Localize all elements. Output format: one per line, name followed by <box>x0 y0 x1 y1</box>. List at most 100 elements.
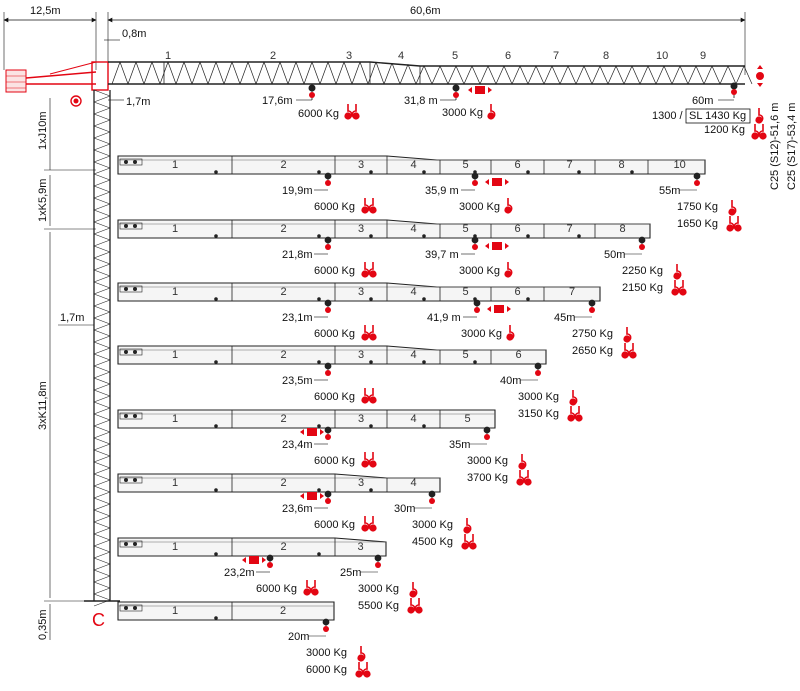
jib-segment-1: 1 <box>172 159 178 171</box>
double-hook-icon <box>751 124 767 140</box>
p1-radius: 23,5m <box>282 375 313 387</box>
jib-pivot-head <box>119 476 143 484</box>
tip-radius: 55m <box>659 185 680 197</box>
jib-segment-5: 5 <box>465 413 471 425</box>
jib-segment-6: 6 <box>515 286 521 298</box>
tip-radius: 35m <box>449 439 470 451</box>
jib-segment-3: 3 <box>358 413 364 425</box>
trolley-marker <box>324 362 332 370</box>
top-jib-segment-2: 2 <box>270 50 276 62</box>
tip-radius: 50m <box>604 249 625 261</box>
trolley-marker <box>638 236 646 244</box>
jib-segment-2: 2 <box>281 223 287 235</box>
jib-segment-10: 10 <box>674 159 686 171</box>
trolley-marker <box>324 172 332 180</box>
top-jib-segment-6: 6 <box>505 50 511 62</box>
jib-segment-1: 1 <box>172 223 178 235</box>
jib-body <box>117 345 547 365</box>
tip-load-double: 5500 Kg <box>358 600 399 612</box>
trolley-indicator-icon <box>468 86 492 94</box>
hook-marker <box>639 244 645 250</box>
double-hook-icon <box>361 198 377 214</box>
jib-segment-4: 4 <box>411 413 417 425</box>
jib-segment-5: 5 <box>463 223 469 235</box>
jib-segment-2: 2 <box>281 413 287 425</box>
counter-jib-length: 12,5m <box>30 5 61 17</box>
mast-dim-sections: 3xK11,8m <box>37 381 49 430</box>
trolley-marker <box>266 554 274 562</box>
hook-marker <box>267 562 273 568</box>
double-hook-icon <box>344 104 360 120</box>
single-hook-icon <box>755 108 764 124</box>
jib-segment-1: 1 <box>172 605 178 617</box>
tip-load-single: 3000 Kg <box>518 391 559 403</box>
p1-load: 6000 Kg <box>314 328 355 340</box>
jib-pivot-head <box>119 158 143 166</box>
hook-marker <box>325 244 331 250</box>
tip-radius: 40m <box>500 375 521 387</box>
top-jib-tip-load-b: SL 1430 Kg <box>689 110 746 122</box>
single-hook-icon <box>409 582 418 598</box>
single-hook-icon <box>487 104 496 120</box>
jib-segment-4: 4 <box>411 349 417 361</box>
mast-offset-label: 0,8m <box>122 28 146 40</box>
mast-dimensions: 1xJ10m 1xK5,9m 1,7m 3xK11,8m 0,35m C <box>37 98 105 640</box>
jib-segment-6: 6 <box>516 349 522 361</box>
double-hook-icon <box>407 598 423 614</box>
p2-radius: 41,9 m <box>427 312 461 324</box>
mast-dim-top: 1xJ10m <box>37 111 49 150</box>
jib-pivot-head <box>119 412 143 420</box>
jib-segment-2: 2 <box>281 477 287 489</box>
jib-segment-3: 3 <box>358 159 364 171</box>
jib-segment-5: 5 <box>463 349 469 361</box>
tip-load-double: 2150 Kg <box>622 282 663 294</box>
jib-segment-3: 3 <box>358 477 364 489</box>
jib-segment-4: 4 <box>411 286 417 298</box>
double-hook-icon <box>361 452 377 468</box>
top-jib-segment-3: 3 <box>346 50 352 62</box>
jib-segment-1: 1 <box>172 413 178 425</box>
mast-dim-k59: 1xK5,9m <box>37 179 49 222</box>
p1-load: 6000 Kg <box>314 201 355 213</box>
p1-load: 6000 Kg <box>314 455 355 467</box>
jib-segment-2: 2 <box>281 286 287 298</box>
trolley-marker <box>324 426 332 434</box>
mast-dim-base: 0,35m <box>37 609 49 640</box>
top-jib-p1-radius: 17,6m <box>262 95 293 107</box>
single-hook-icon <box>357 646 366 662</box>
hook-marker <box>325 498 331 504</box>
p1-load: 6000 Kg <box>314 265 355 277</box>
top-jib-tip-load-c: 1200 Kg <box>704 124 745 136</box>
double-hook-icon <box>361 388 377 404</box>
trolley-indicator-icon <box>487 305 511 313</box>
mast-dim-width: 1,7m <box>60 312 84 324</box>
jib-segment-1: 1 <box>172 349 178 361</box>
double-hook-icon <box>361 516 377 532</box>
double-hook-icon <box>726 216 742 232</box>
top-jib-loads: 17,6m 6000 Kg 31,8 m 3000 Kg 60m 1300 / <box>262 65 767 140</box>
tip-indicator-icon <box>756 65 764 87</box>
jib-segment-2: 2 <box>281 159 287 171</box>
tip-load-double: 3700 Kg <box>467 472 508 484</box>
trolley-marker <box>471 236 479 244</box>
jib-segment-6: 6 <box>515 159 521 171</box>
p1-load: 6000 Kg <box>256 583 297 595</box>
double-hook-icon <box>516 470 532 486</box>
jib-segment-1: 1 <box>172 541 178 553</box>
jib-segment-1: 1 <box>172 286 178 298</box>
trolley-marker <box>534 362 542 370</box>
hook-marker <box>535 370 541 376</box>
p1-radius: 23,4m <box>282 439 313 451</box>
jib-length: 60,6m <box>410 5 441 17</box>
single-hook-icon <box>506 325 515 341</box>
p1-radius: 21,8m <box>282 249 313 261</box>
trolley-marker <box>693 172 701 180</box>
double-hook-icon <box>303 580 319 596</box>
hook-marker <box>325 307 331 313</box>
p1-radius: 23,1m <box>282 312 313 324</box>
trolley-marker <box>483 426 491 434</box>
top-dimensions: 12,5m 60,6m 0,8m 1,7m <box>3 5 746 108</box>
side-label-s17: C25 (S17)-53,4 m <box>786 103 798 190</box>
top-jib-p2-radius: 31,8 m <box>404 95 438 107</box>
